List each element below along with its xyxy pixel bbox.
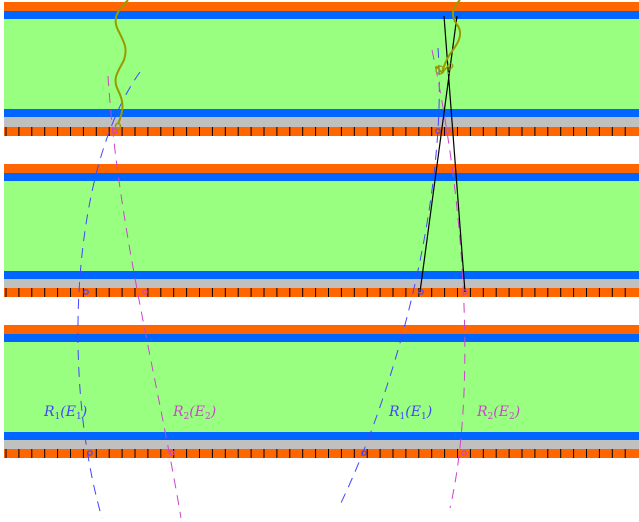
hit-marker xyxy=(462,289,468,295)
readout-band xyxy=(4,288,639,297)
fill-layer xyxy=(4,19,639,109)
gray-layer xyxy=(4,279,639,288)
hit-marker xyxy=(445,128,451,134)
label-r1-left: R1(E1) xyxy=(43,404,87,422)
blue-stripe-bottom xyxy=(4,109,639,117)
question-circle xyxy=(435,65,445,75)
gray-layer xyxy=(4,440,639,449)
hit-marker xyxy=(114,122,122,130)
blue-stripe-top xyxy=(4,11,639,19)
blue-stripe-top xyxy=(4,334,639,342)
gray-layer xyxy=(4,117,639,127)
readout-strip xyxy=(4,127,639,136)
label-r2-right: R2(E2) xyxy=(476,404,520,422)
hit-marker xyxy=(142,289,148,295)
hit-marker xyxy=(418,289,424,295)
hit-marker xyxy=(87,450,93,456)
hit-marker xyxy=(361,450,367,456)
blue-stripe-bottom xyxy=(4,271,639,279)
label-r2-left: R2(E2) xyxy=(172,404,216,422)
label-r1-right: R1(E1) xyxy=(388,404,432,422)
straight-track-a xyxy=(443,15,466,293)
top-stripe xyxy=(4,164,639,173)
detector-layer-2 xyxy=(4,164,639,297)
blue-stripe-top xyxy=(4,173,639,181)
hit-marker xyxy=(112,128,118,134)
track-2-left xyxy=(107,75,182,519)
detector-layer-1 xyxy=(4,2,639,136)
fill-layer xyxy=(4,181,639,271)
readout-strip xyxy=(4,288,639,297)
particle-wave-right xyxy=(441,0,462,73)
question-mark: ? xyxy=(446,62,454,78)
hit-marker xyxy=(83,289,89,295)
hit-marker xyxy=(169,450,175,456)
straight-track-b xyxy=(419,15,458,293)
track-2-right xyxy=(431,49,466,509)
readout-band xyxy=(4,127,639,136)
readout-band xyxy=(4,449,639,458)
hit-marker xyxy=(461,450,467,456)
top-stripe xyxy=(4,325,639,334)
top-stripe xyxy=(4,2,639,11)
hit-marker xyxy=(435,128,441,134)
track-1-left xyxy=(77,71,141,519)
fill-layer xyxy=(4,342,639,432)
detector-layer-3 xyxy=(4,325,639,458)
particle-wave-left xyxy=(114,0,129,125)
readout-strip xyxy=(4,449,639,458)
blue-stripe-bottom xyxy=(4,432,639,440)
